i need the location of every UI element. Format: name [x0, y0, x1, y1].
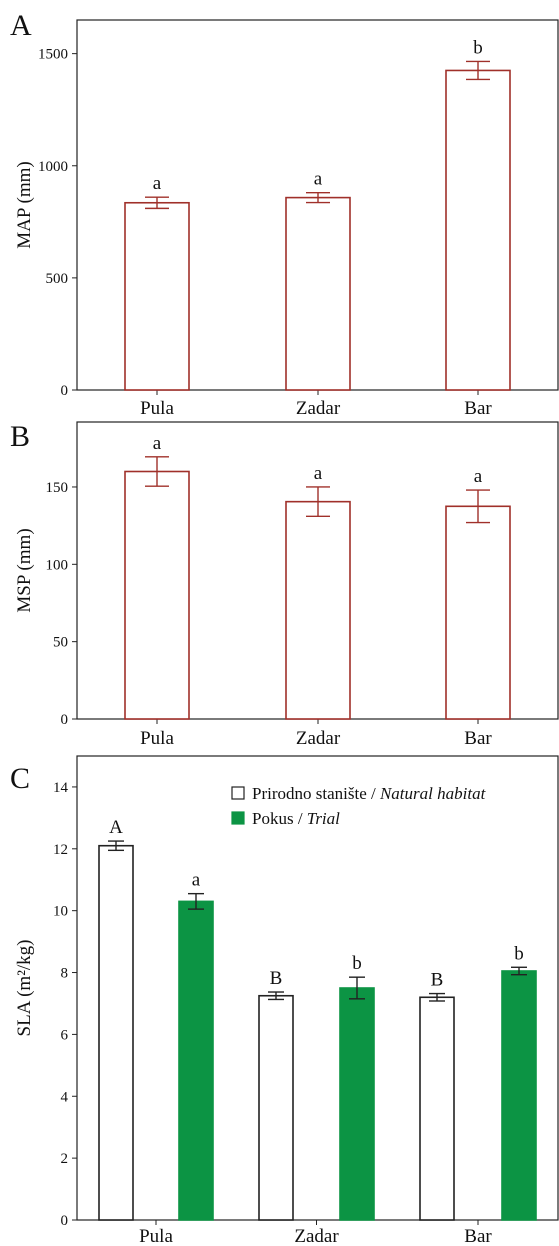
y-tick-label: 0: [61, 712, 69, 728]
bar: [285, 500, 351, 720]
significance-label: a: [153, 433, 162, 454]
significance-label: b: [514, 943, 524, 964]
y-tick-label: 1000: [38, 159, 68, 175]
legend-label: Prirodno stanište / Natural habitat: [252, 784, 487, 803]
y-axis-title: MAP (mm): [14, 161, 35, 248]
y-tick-label: 0: [61, 383, 69, 399]
legend-swatch: [231, 811, 245, 825]
x-tick-label: Zadar: [296, 398, 341, 419]
x-tick-label: Pula: [140, 398, 174, 419]
chart-panel-b: B 0 50 100 150 MSP (mm) Pula Zadar Bar a a a: [10, 420, 559, 749]
significance-label: a: [192, 870, 201, 891]
x-tick-label: Bar: [464, 1226, 492, 1246]
y-axis-title: MSP (mm): [14, 528, 35, 612]
bar: [98, 844, 134, 1221]
significance-label: a: [314, 463, 323, 484]
y-tick-label: 100: [46, 557, 69, 573]
bar: [339, 987, 375, 1221]
significance-label: b: [352, 953, 362, 974]
legend-swatch: [231, 786, 245, 800]
x-tick-label: Bar: [464, 398, 492, 419]
bar: [445, 69, 511, 391]
panel-letter: B: [10, 420, 30, 453]
y-tick-label: 50: [53, 635, 68, 651]
y-tick-label: 10: [53, 904, 68, 920]
bar: [501, 970, 537, 1221]
x-tick-label: Pula: [140, 728, 174, 749]
bar: [178, 900, 214, 1221]
bar: [124, 470, 190, 720]
panel-letter: A: [10, 9, 32, 42]
bar: [445, 505, 511, 720]
y-tick-label: 500: [46, 271, 69, 287]
y-tick-label: 6: [61, 1027, 69, 1043]
x-tick-label: Pula: [139, 1226, 173, 1246]
y-tick-label: 2: [61, 1151, 69, 1167]
x-tick-label: Zadar: [296, 728, 341, 749]
significance-label: b: [473, 37, 483, 58]
y-tick-label: 14: [53, 780, 69, 796]
bar: [419, 996, 455, 1221]
y-tick-label: 8: [61, 966, 69, 982]
panel-letter: C: [10, 762, 30, 795]
bar: [258, 994, 294, 1221]
y-tick-label: 1500: [38, 47, 68, 63]
bar: [124, 201, 190, 391]
y-tick-label: 0: [61, 1213, 69, 1229]
significance-label: a: [314, 169, 323, 190]
x-tick-label: Zadar: [294, 1226, 339, 1246]
y-tick-label: 150: [46, 480, 69, 496]
plot-frame: [76, 755, 559, 1221]
y-tick-label: 4: [61, 1089, 69, 1105]
chart-panel-a: A 0 500 1000 1500 MAP (mm) Pula Zadar Bar a a b: [10, 9, 559, 419]
significance-label: B: [270, 968, 283, 989]
chart-panel-c: C 0 2 4 6 8 10 12 14 SLA (m²/kg) Pula Zadar Bar A B Ba b…: [10, 755, 559, 1246]
significance-label: B: [431, 970, 444, 991]
legend-label: Pokus / Trial: [252, 809, 340, 828]
y-tick-label: 12: [53, 842, 68, 858]
significance-label: a: [153, 173, 162, 194]
x-tick-label: Bar: [464, 728, 492, 749]
bar: [285, 196, 351, 391]
significance-label: a: [474, 466, 483, 487]
significance-label: A: [109, 817, 123, 838]
y-axis-title: SLA (m²/kg): [14, 939, 35, 1036]
